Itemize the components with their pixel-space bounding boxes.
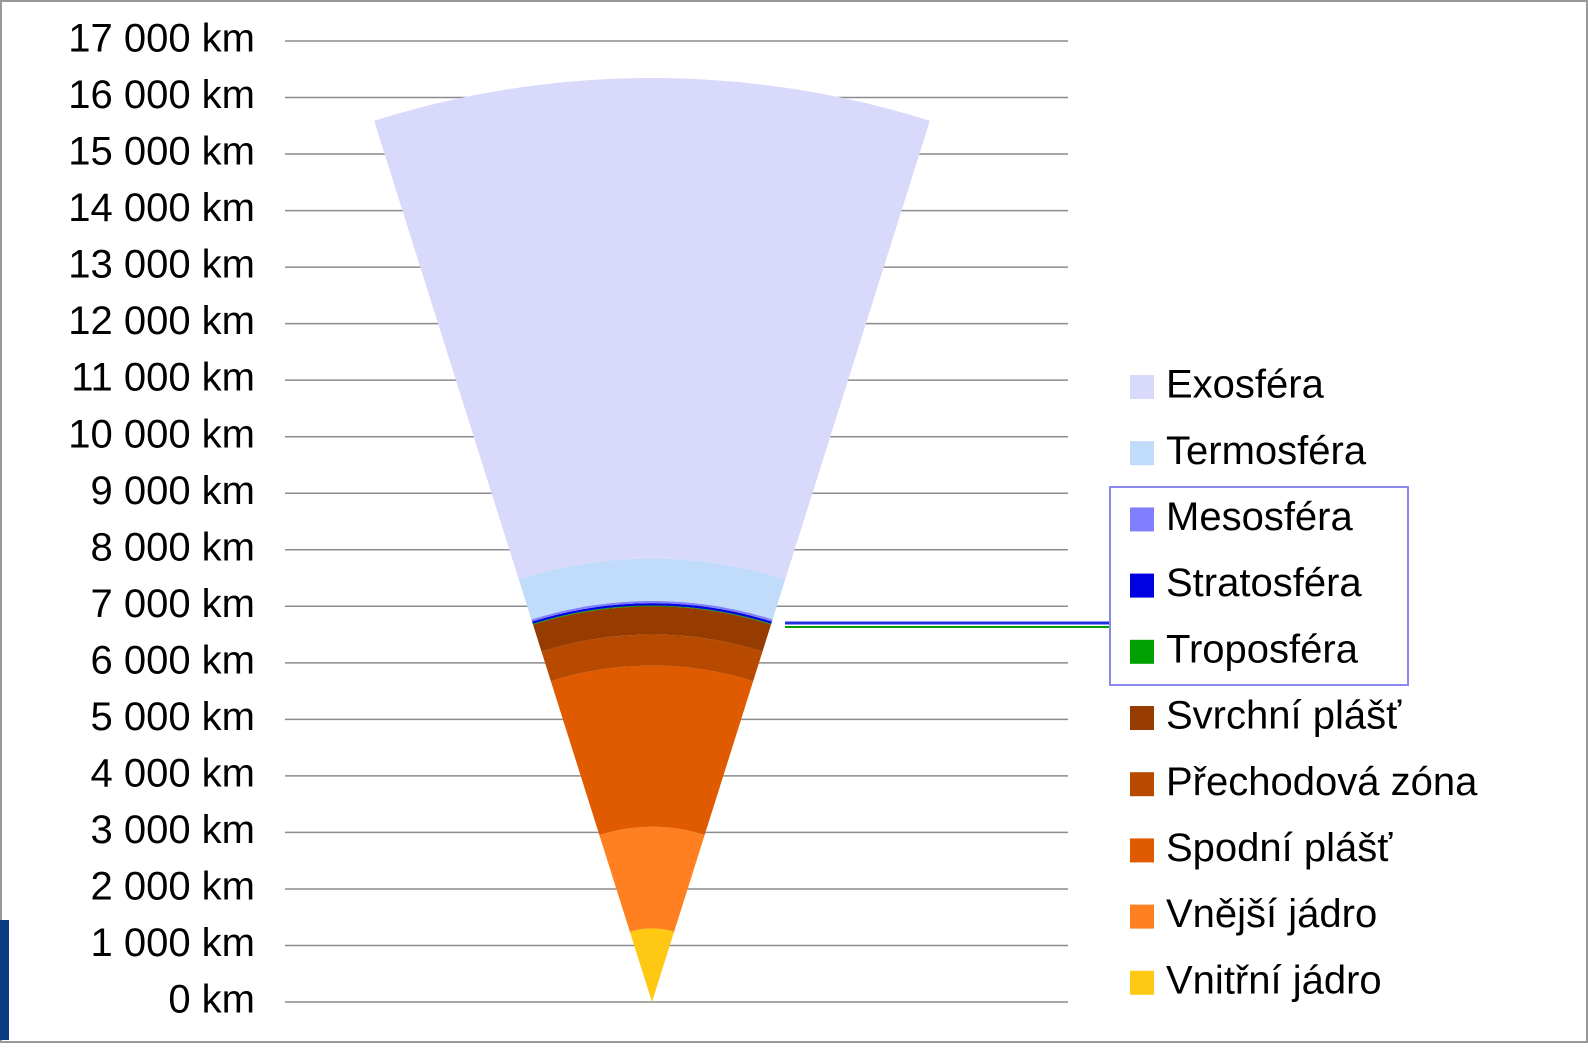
edge-decoration xyxy=(0,920,9,1040)
legend-label: Mesosféra xyxy=(1166,495,1353,539)
legend-swatch xyxy=(1130,375,1154,399)
legend-swatch xyxy=(1130,573,1154,598)
layer xyxy=(532,603,772,624)
legend-label: Stratosféra xyxy=(1166,561,1362,605)
layer xyxy=(541,634,763,682)
legend-swatch xyxy=(1130,507,1154,532)
legend-label: Exosféra xyxy=(1166,363,1325,407)
y-tick-label: 8 000 km xyxy=(90,525,255,569)
y-tick-label: 7 000 km xyxy=(90,582,255,626)
y-tick-label: 3 000 km xyxy=(90,808,255,852)
layer xyxy=(374,78,930,580)
y-tick-label: 16 000 km xyxy=(68,73,255,117)
legend-swatch xyxy=(1130,706,1154,730)
legend-swatch xyxy=(1130,970,1154,995)
legend: Exosféra Termosféra Mesosféra Stratosféra Tr… xyxy=(1130,363,1478,1002)
layer xyxy=(629,928,675,1002)
y-tick-label: 13 000 km xyxy=(68,243,255,287)
legend-label: Svrchní plášť xyxy=(1166,694,1402,738)
wedge xyxy=(374,78,930,1002)
layer xyxy=(550,665,754,835)
grid: 0 km 1 000 km 2 000 km 3 000 km 4 000 km 5 00… xyxy=(68,17,1068,1022)
legend-swatch xyxy=(1130,441,1154,466)
layer xyxy=(599,826,705,932)
callout-box xyxy=(1109,486,1409,686)
y-tick-label: 4 000 km xyxy=(90,751,255,795)
legend-label: Termosféra xyxy=(1166,429,1367,473)
y-tick-label: 10 000 km xyxy=(68,412,255,456)
legend-label: Troposféra xyxy=(1166,627,1359,671)
y-tick-label: 5 000 km xyxy=(90,695,255,739)
y-tick-label: 0 km xyxy=(168,978,255,1022)
legend-swatch xyxy=(1130,639,1154,664)
y-tick-label: 11 000 km xyxy=(71,356,255,400)
y-tick-label: 17 000 km xyxy=(68,17,255,61)
legend-label: Přechodová zóna xyxy=(1166,760,1478,804)
layer xyxy=(533,606,771,652)
legend-label: Vnitřní jádro xyxy=(1166,958,1382,1002)
legend-swatch xyxy=(1130,772,1154,797)
layer xyxy=(531,600,773,622)
y-tick-label: 2 000 km xyxy=(90,865,255,909)
layer xyxy=(518,558,786,620)
layer xyxy=(532,605,772,625)
y-tick-label: 6 000 km xyxy=(90,638,255,682)
legend-swatch xyxy=(1130,904,1154,929)
y-tick-label: 14 000 km xyxy=(68,186,255,230)
y-tick-label: 12 000 km xyxy=(68,299,255,343)
y-tick-label: 9 000 km xyxy=(90,469,255,513)
y-tick-label: 15 000 km xyxy=(68,130,255,174)
y-tick-label: 1 000 km xyxy=(90,921,255,965)
legend-label: Spodní plášť xyxy=(1166,826,1393,870)
legend-swatch xyxy=(1130,838,1154,863)
legend-label: Vnější jádro xyxy=(1166,892,1377,936)
